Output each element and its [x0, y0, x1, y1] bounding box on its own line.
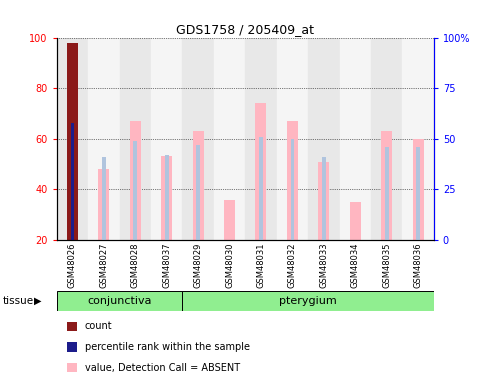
Bar: [98, 169, 109, 240]
Bar: [245, 38, 277, 240]
Bar: [151, 38, 182, 240]
Bar: [381, 131, 392, 240]
Bar: [259, 137, 263, 240]
Text: conjunctiva: conjunctiva: [87, 296, 152, 306]
FancyBboxPatch shape: [182, 291, 434, 311]
Bar: [193, 131, 204, 240]
Bar: [224, 200, 235, 240]
Bar: [416, 147, 420, 240]
Bar: [340, 38, 371, 240]
Bar: [165, 155, 169, 240]
Text: tissue: tissue: [2, 296, 34, 306]
Bar: [130, 121, 141, 240]
Bar: [67, 43, 78, 240]
Bar: [255, 104, 267, 240]
Bar: [134, 141, 137, 240]
Bar: [196, 145, 200, 240]
Text: count: count: [85, 321, 112, 331]
Bar: [277, 38, 308, 240]
Text: ▶: ▶: [34, 296, 41, 306]
Bar: [371, 38, 402, 240]
Bar: [385, 147, 388, 240]
Bar: [161, 156, 172, 240]
Bar: [88, 38, 119, 240]
Text: value, Detection Call = ABSENT: value, Detection Call = ABSENT: [85, 363, 240, 372]
Bar: [182, 38, 214, 240]
Bar: [350, 202, 361, 240]
Title: GDS1758 / 205409_at: GDS1758 / 205409_at: [176, 23, 314, 36]
Bar: [318, 162, 329, 240]
FancyBboxPatch shape: [57, 291, 182, 311]
Text: pterygium: pterygium: [279, 296, 337, 306]
Bar: [290, 139, 294, 240]
Bar: [308, 38, 340, 240]
Bar: [57, 38, 88, 240]
Bar: [102, 157, 106, 240]
Bar: [413, 139, 423, 240]
Bar: [322, 157, 326, 240]
Bar: [287, 121, 298, 240]
Bar: [402, 38, 434, 240]
Bar: [119, 38, 151, 240]
Text: percentile rank within the sample: percentile rank within the sample: [85, 342, 250, 352]
Bar: [70, 123, 74, 240]
Bar: [214, 38, 246, 240]
